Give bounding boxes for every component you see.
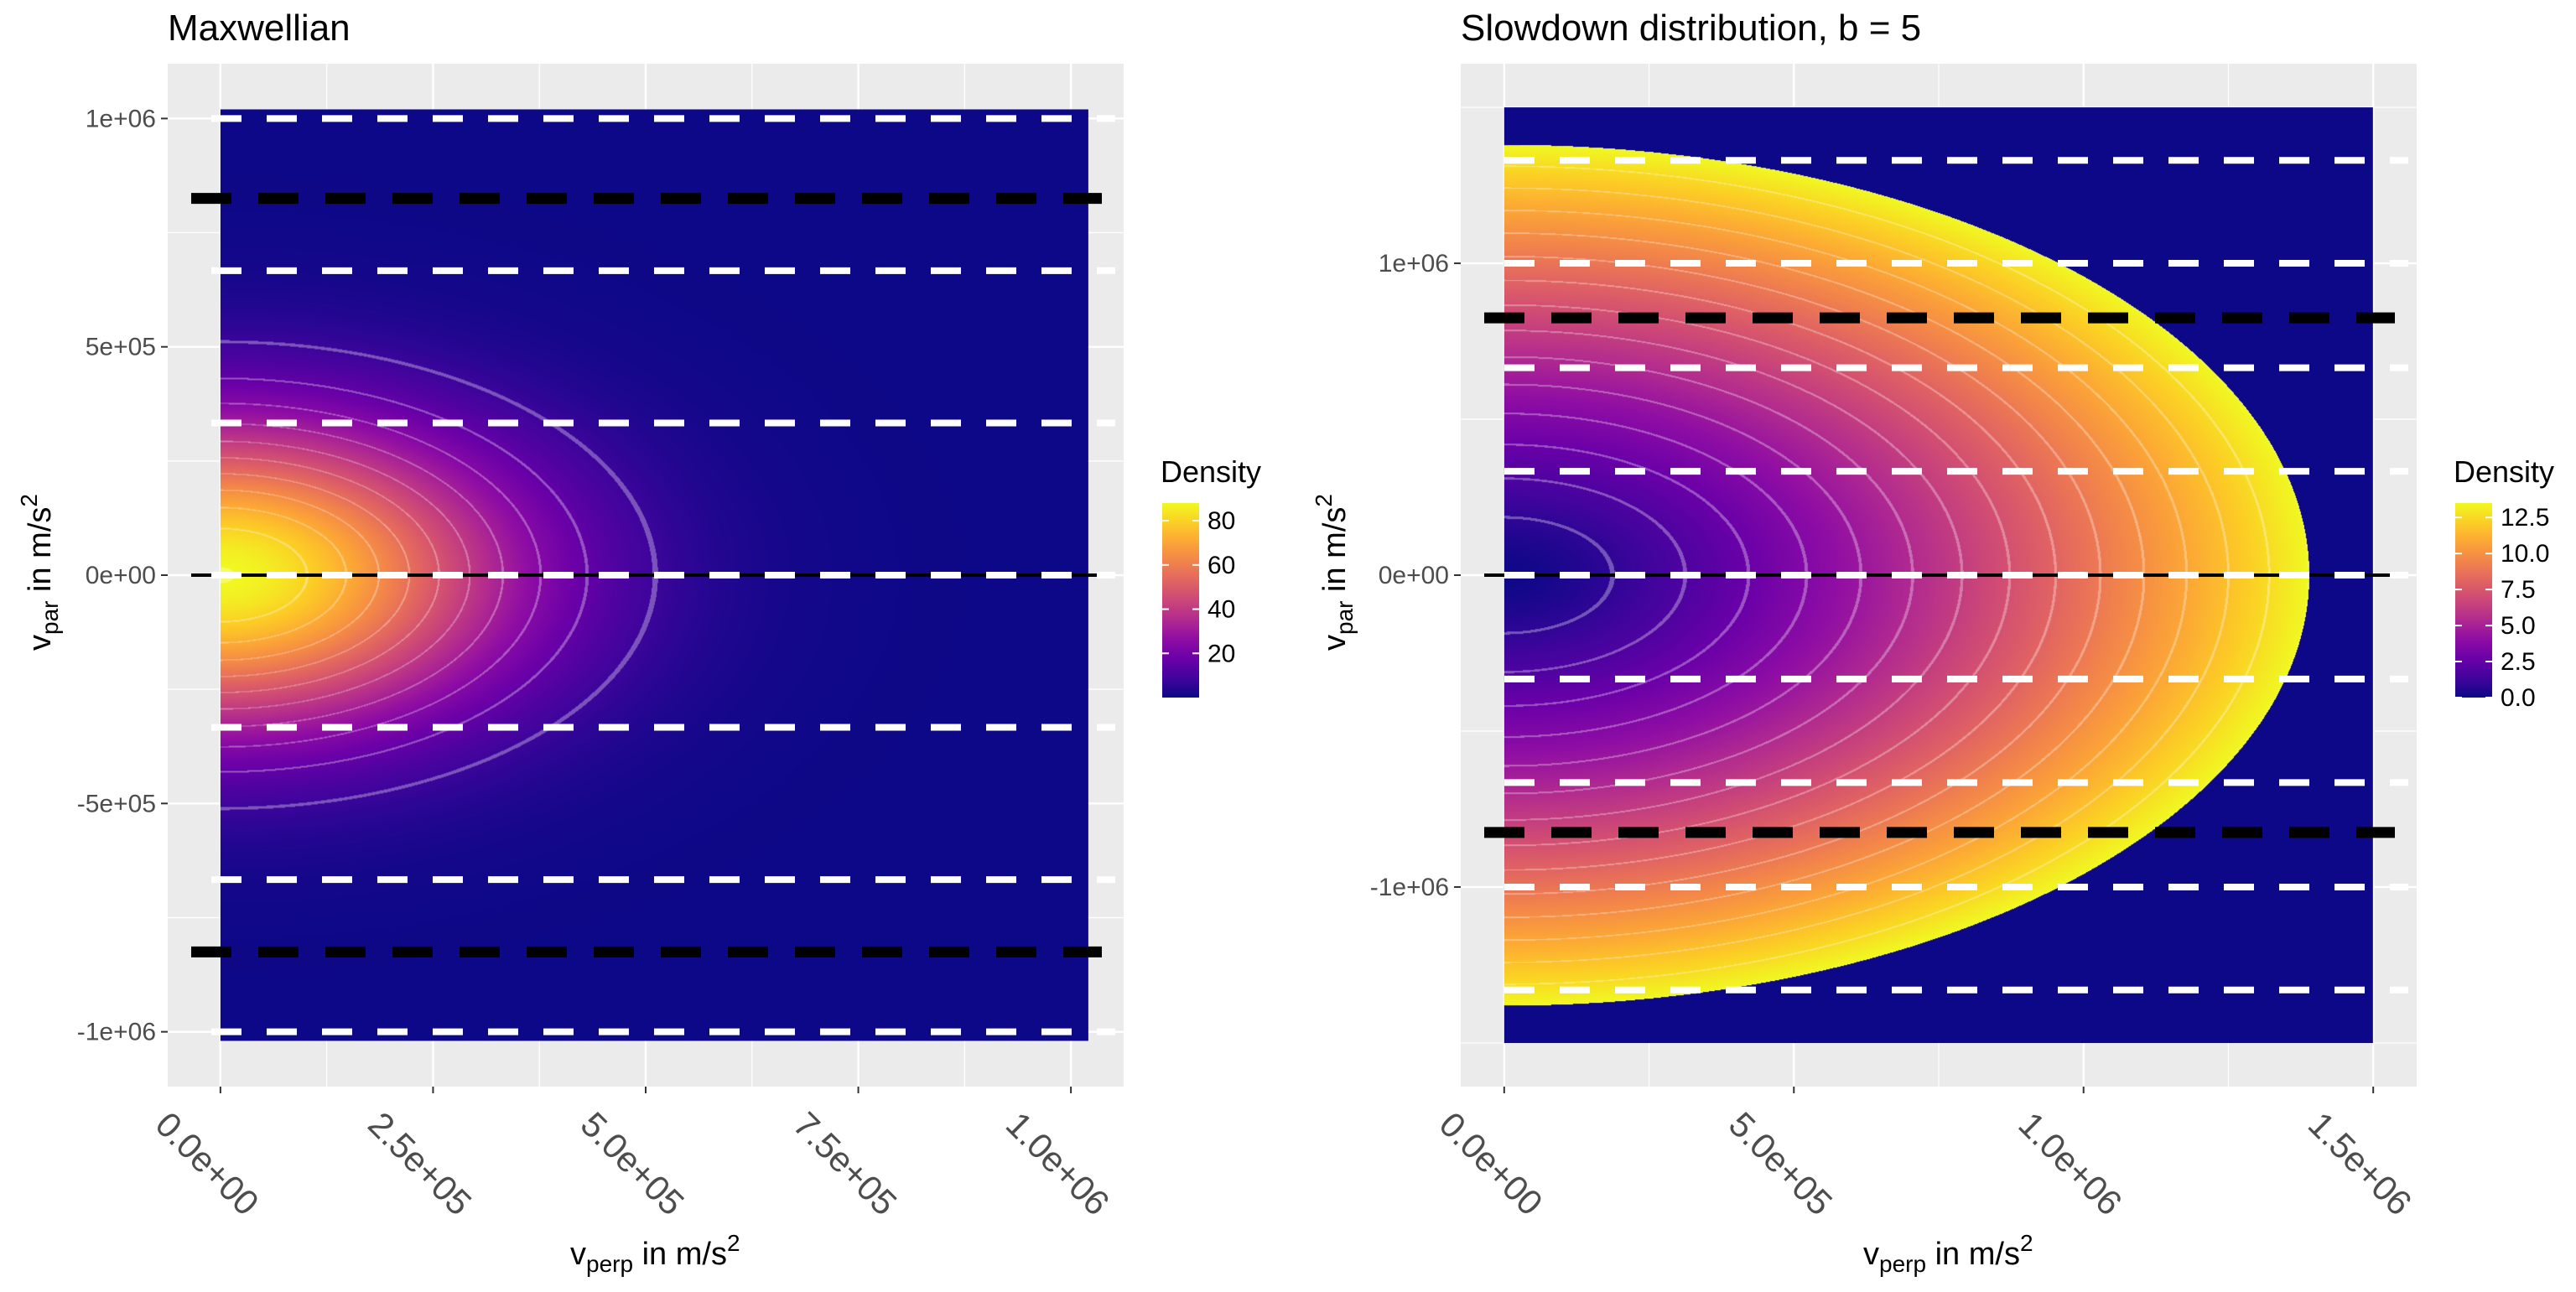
panel-1: Maxwellian 1e+06 5e+05 0e+00 -5e+05 -1e+06 0.0… <box>16 8 1261 1277</box>
legend-colorbar <box>2455 503 2492 698</box>
y-tick-label: 0e+00 <box>1379 562 1449 589</box>
legend-tick-label: 2.5 <box>2501 648 2536 676</box>
legend-tick-label: 20 <box>1208 640 1235 667</box>
y-tick-label: 5e+05 <box>86 334 156 361</box>
x-axis-label: vperp in m/s2 <box>570 1230 740 1277</box>
x-tick-label: 1.0e+06 <box>2011 1104 2129 1222</box>
y-tick-label: 1e+06 <box>1379 250 1449 278</box>
x-tick-label: 1.0e+06 <box>999 1104 1117 1222</box>
legend-tick-label: 10.0 <box>2501 540 2549 568</box>
x-tick-label: 1.5e+06 <box>2301 1104 2419 1222</box>
legend-tick-label: 7.5 <box>2501 576 2536 604</box>
legend: Density 20 40 60 80 <box>1161 454 1261 698</box>
y-axis-label: vpar in m/s2 <box>1311 494 1358 651</box>
panel-2: Slowdown distribution, b = 5 1e+06 0e+00 -1… <box>1311 8 2554 1277</box>
x-tick-label: 5.0e+05 <box>1722 1104 1840 1222</box>
legend-colorbar <box>1162 503 1199 698</box>
legend-tick-label: 60 <box>1208 552 1235 579</box>
y-tick-label: -1e+06 <box>1370 874 1449 901</box>
x-tick-label: 0.0e+00 <box>1431 1104 1550 1222</box>
legend: Density 0.0 2.5 5.0 7.5 10.0 12.5 <box>2454 454 2554 712</box>
legend-tick-label: 0.0 <box>2501 684 2536 712</box>
legend-title: Density <box>2454 454 2554 489</box>
y-tick-label: 1e+06 <box>86 105 156 132</box>
x-tick-label: 7.5e+05 <box>786 1104 904 1222</box>
x-axis-label: vperp in m/s2 <box>1863 1230 2033 1277</box>
x-tick-label: 5.0e+05 <box>574 1104 692 1222</box>
legend-tick-label: 12.5 <box>2501 504 2549 532</box>
x-tick-label: 2.5e+05 <box>361 1104 479 1222</box>
y-tick-label: -5e+05 <box>77 790 156 817</box>
x-tick-label: 0.0e+00 <box>148 1104 267 1222</box>
y-axis-label: vpar in m/s2 <box>16 494 63 651</box>
y-tick-label: 0e+00 <box>86 562 156 589</box>
legend-tick-label: 80 <box>1208 507 1235 535</box>
legend-title: Density <box>1161 454 1261 489</box>
panel-title: Slowdown distribution, b = 5 <box>1461 8 1921 49</box>
y-tick-label: -1e+06 <box>77 1019 156 1046</box>
panel-title: Maxwellian <box>168 8 351 49</box>
legend-tick-label: 5.0 <box>2501 612 2536 640</box>
legend-tick-label: 40 <box>1208 596 1235 624</box>
